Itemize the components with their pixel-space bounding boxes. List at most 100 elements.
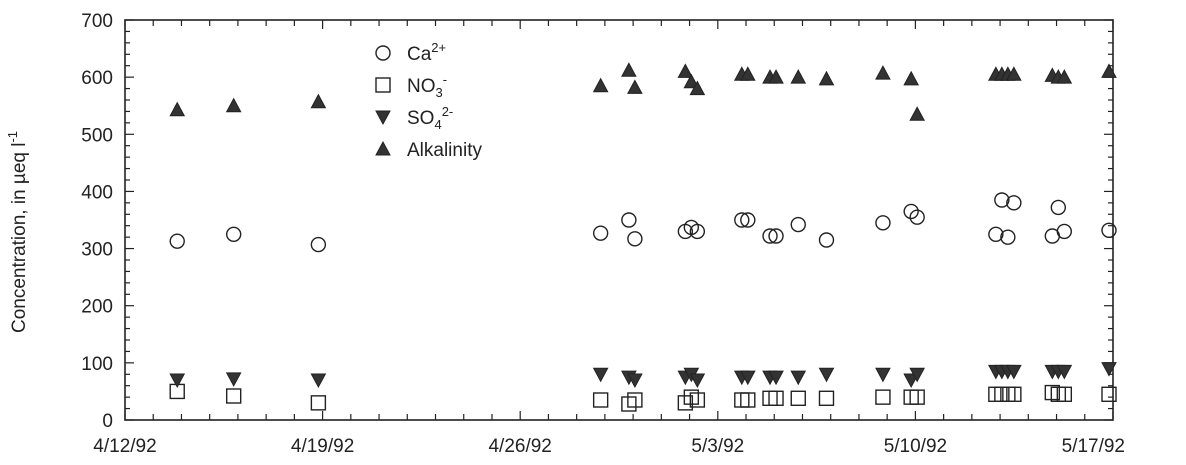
data-point-so [875, 367, 891, 383]
legend-marker [375, 77, 391, 93]
data-point-so [1101, 362, 1117, 377]
data-point-so [310, 373, 327, 389]
data-point-no [768, 390, 784, 406]
data-point-no [592, 392, 609, 408]
data-point-no [621, 396, 637, 412]
data-point-no [310, 395, 327, 411]
y-tick-label: 100 [81, 354, 113, 375]
legend-label: SO42- [407, 104, 453, 132]
data-point-so [739, 370, 756, 386]
y-tick-label: 400 [81, 182, 113, 203]
data-point-ca [310, 236, 327, 253]
data-point-no [1006, 386, 1022, 402]
data-point-ca [790, 216, 806, 233]
data-point-alkalinity [790, 69, 807, 84]
data-point-ca [1006, 195, 1022, 211]
data-point-alkalinity [689, 80, 706, 96]
data-point-so [169, 373, 186, 389]
data-point-no [818, 390, 835, 406]
y-tick-label: 300 [81, 240, 113, 261]
data-point-alkalinity [621, 62, 637, 77]
data-point-no [683, 389, 700, 405]
data-point-ca [1000, 229, 1016, 245]
data-point-so [768, 370, 784, 386]
data-point-alkalinity [310, 93, 327, 109]
data-point-no [734, 392, 750, 408]
legend-marker [375, 45, 391, 61]
y-tick-label: 500 [81, 125, 113, 146]
data-point-alkalinity [903, 70, 920, 86]
legend-label: NO3- [407, 72, 447, 100]
data-point-alkalinity [592, 77, 609, 93]
data-point-ca [1050, 199, 1067, 216]
plot-frame [124, 19, 1114, 421]
data-point-no [903, 389, 919, 405]
data-point-ca [875, 215, 891, 231]
data-point-ca [592, 225, 609, 241]
plot-border [124, 19, 1114, 421]
x-tick-label: 4/12/92 [93, 436, 156, 457]
data-point-alkalinity [1056, 69, 1073, 84]
data-point-no [627, 392, 643, 408]
x-axis: 4/12/92 4/19/92 4/26/92 5/3/92 5/10/92 5/17/9… [93, 20, 1125, 457]
data-point-so [818, 367, 835, 383]
y-tick-label: 700 [81, 11, 113, 32]
data-point-alkalinity [169, 101, 186, 117]
x-tick-label: 5/17/92 [1062, 436, 1125, 457]
data-point-no [740, 392, 756, 408]
data-point-alkalinity [818, 70, 835, 86]
data-point-so [1056, 364, 1073, 380]
data-point-ca [903, 203, 919, 220]
data-point-so [689, 373, 706, 389]
legend-label: Ca2+ [407, 40, 446, 65]
data-point-no [790, 390, 806, 406]
x-tick-label: 4/26/92 [488, 436, 551, 457]
data-point-ca [762, 228, 778, 244]
data-point-no [689, 392, 706, 408]
data-point-so [592, 367, 609, 383]
data-point-no [875, 389, 891, 405]
data-point-ca [621, 212, 637, 228]
data-point-alkalinity [683, 73, 700, 89]
y-axis: 0 100 200 300 400 500 600 700 [81, 11, 1113, 432]
data-point-so [790, 370, 807, 386]
data-point-ca [1056, 223, 1073, 240]
legend-marker [375, 110, 391, 126]
data-point-ca [1101, 222, 1117, 238]
data-point-ca [627, 231, 643, 247]
y-tick-label: 200 [81, 297, 113, 318]
data-point-alkalinity [875, 65, 891, 80]
data-point-so [225, 372, 242, 387]
data-point-alkalinity [627, 79, 643, 94]
data-point-no [1044, 384, 1061, 401]
data-point-alkalinity [1006, 66, 1022, 81]
data-point-ca [689, 223, 706, 240]
data-point-no [762, 390, 778, 406]
data-point-no [225, 388, 242, 404]
y-axis-title: Concentration, in µeq l-1 [5, 131, 30, 333]
legend-label: Alkalinity [407, 140, 482, 161]
data-point-alkalinity [1101, 63, 1117, 78]
data-point-ca [169, 233, 185, 249]
data-point-alkalinity [739, 66, 756, 81]
data-point-no [1056, 386, 1073, 402]
data-point-ca [988, 226, 1004, 242]
data-point-so [627, 373, 643, 389]
data-point-ca [768, 228, 784, 244]
data-point-alkalinity [909, 106, 926, 121]
legend-marker [375, 140, 391, 156]
data-point-so [909, 367, 926, 383]
data-point-so [1006, 364, 1022, 380]
x-tick-label: 4/19/92 [291, 436, 354, 457]
x-tick-label: 5/3/92 [691, 436, 744, 457]
data-point-ca [909, 209, 925, 225]
legend: Ca2+ NO3- SO42- Alkalinity [375, 40, 482, 161]
y-axis-title-superscript: -1 [5, 131, 20, 143]
data-point-ca [818, 232, 835, 248]
y-tick-label: 600 [81, 68, 113, 89]
data-points [169, 62, 1117, 412]
data-point-alkalinity [677, 63, 694, 78]
x-tick-label: 5/10/92 [884, 436, 947, 457]
data-point-ca [225, 226, 242, 242]
